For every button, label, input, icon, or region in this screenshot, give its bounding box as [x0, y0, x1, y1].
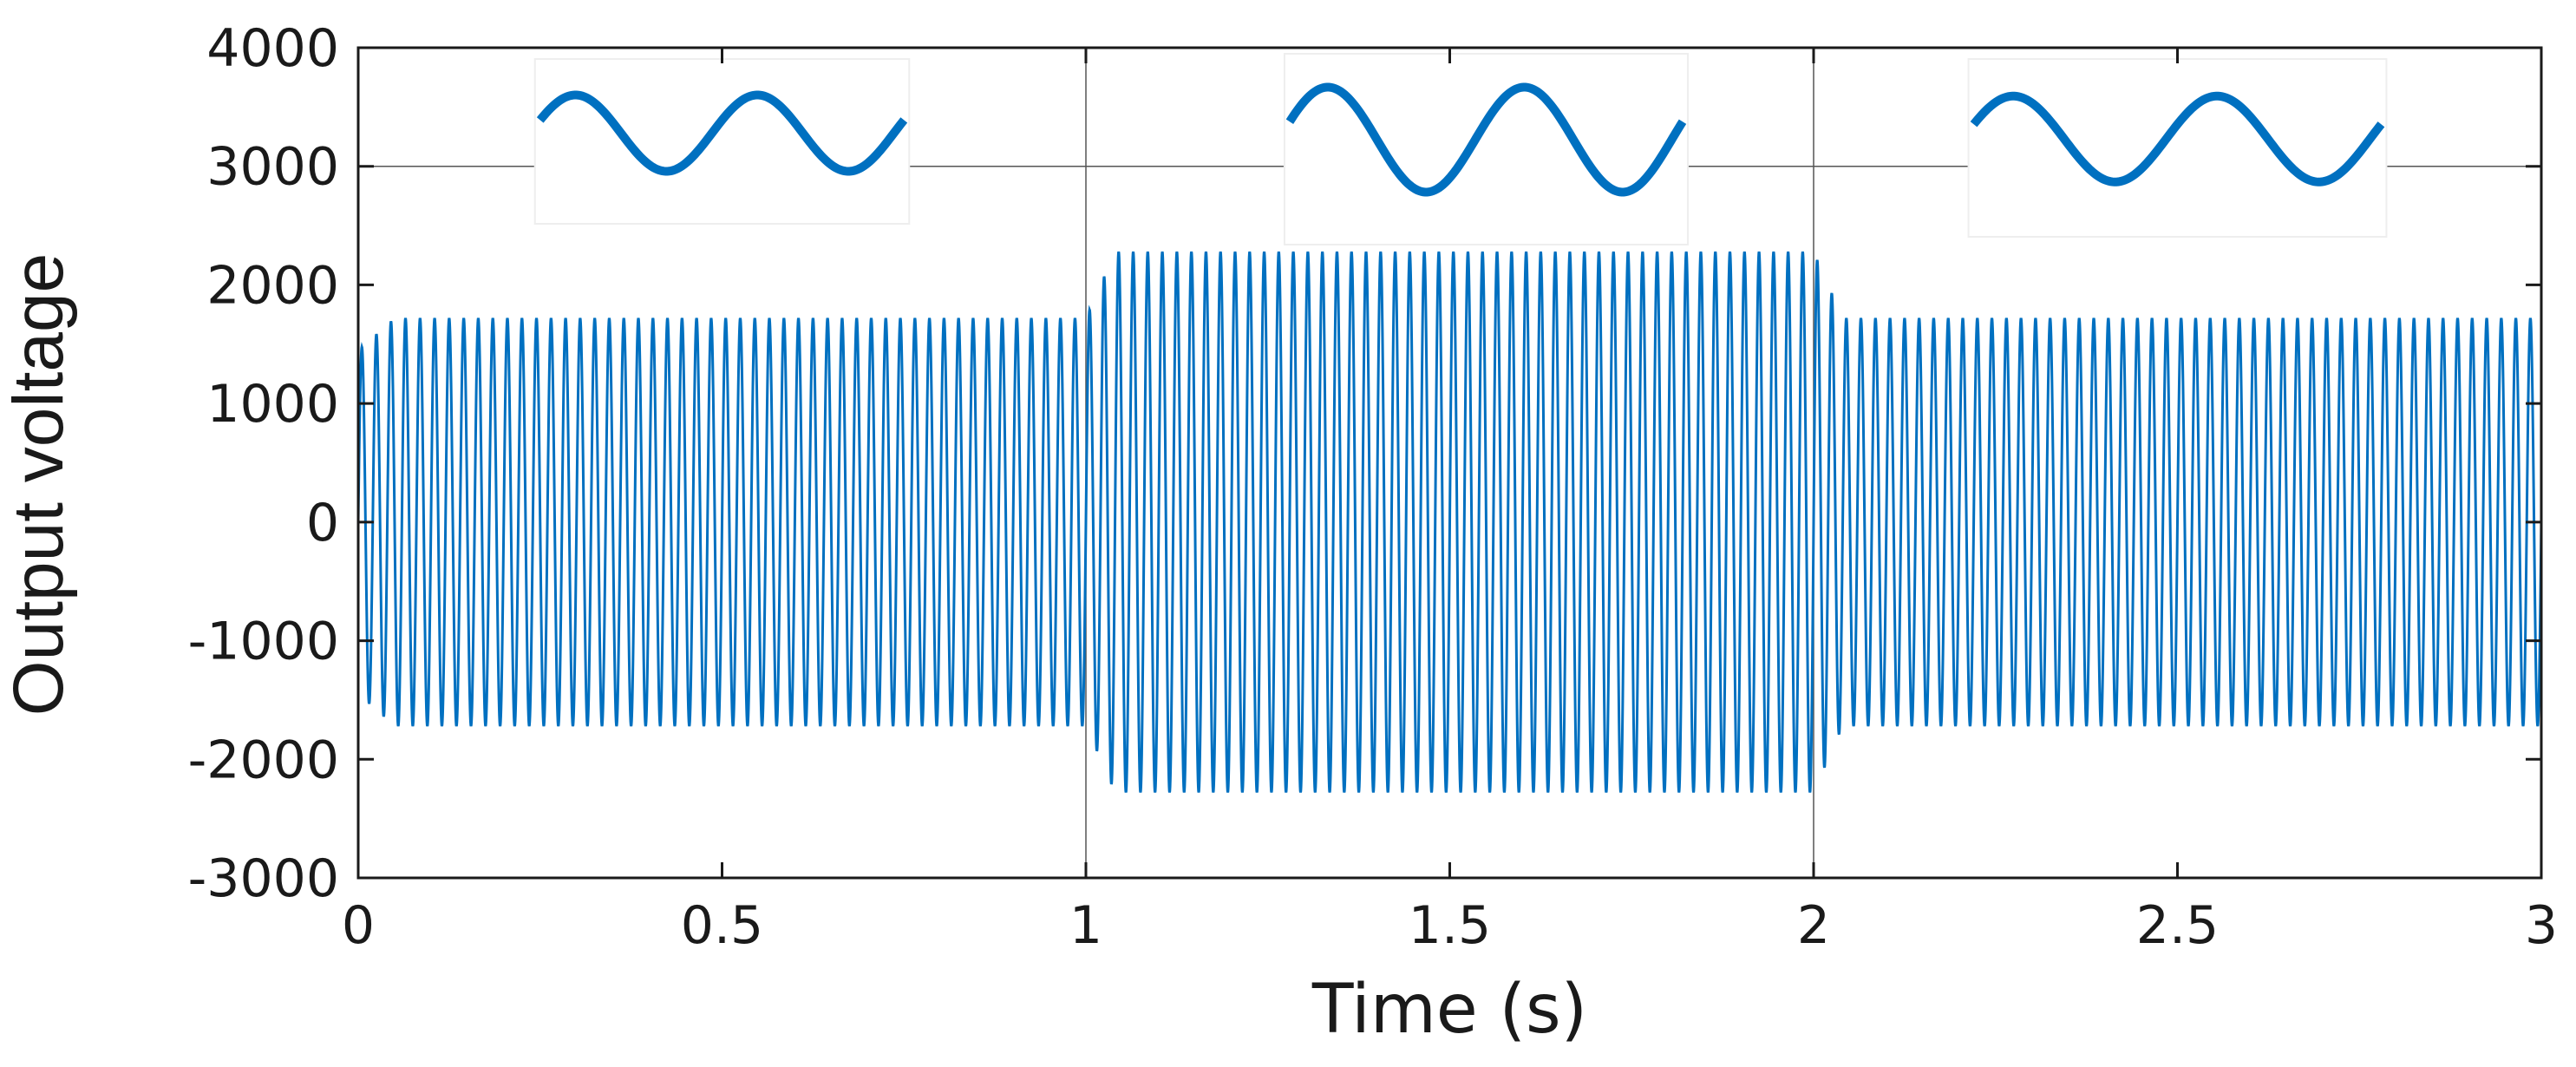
series-line: [356, 251, 2543, 793]
axis-ticks: 0 0.5 1 1.5 2 2.5 3 -3000 -2000 -1000 0 1000 2000 300…: [188, 18, 2558, 956]
series-output-voltage: [356, 251, 2543, 793]
inset-frame: [533, 58, 911, 225]
x-tick-label: 2: [1797, 895, 1830, 956]
y-tick-label: -2000: [188, 730, 339, 790]
y-tick-label: 1000: [206, 374, 339, 435]
y-tick-label: -1000: [188, 612, 339, 672]
inset-frame: [1967, 58, 2388, 238]
y-tick-label: 0: [306, 493, 339, 553]
inset-frame: [1283, 53, 1689, 245]
x-tick-label: 1.5: [1409, 895, 1491, 956]
y-tick-label: 4000: [206, 18, 339, 79]
y-tick-label: -3000: [188, 848, 339, 909]
inset-waveform: [1970, 91, 2385, 187]
insets: [533, 53, 2388, 245]
x-tick-label: 0: [342, 895, 375, 956]
y-axis-label: Output voltage: [0, 253, 78, 716]
inset-waveform: [1285, 82, 1687, 197]
x-tick-label: 0.5: [681, 895, 763, 956]
x-tick-label: 2.5: [2136, 895, 2219, 956]
y-tick-label: 3000: [206, 137, 339, 198]
y-tick-label: 2000: [206, 255, 339, 316]
x-axis-label: Time (s): [1311, 971, 1587, 1049]
x-tick-label: 3: [2525, 895, 2558, 956]
inset-waveform: [536, 90, 908, 176]
x-tick-label: 1: [1069, 895, 1102, 956]
